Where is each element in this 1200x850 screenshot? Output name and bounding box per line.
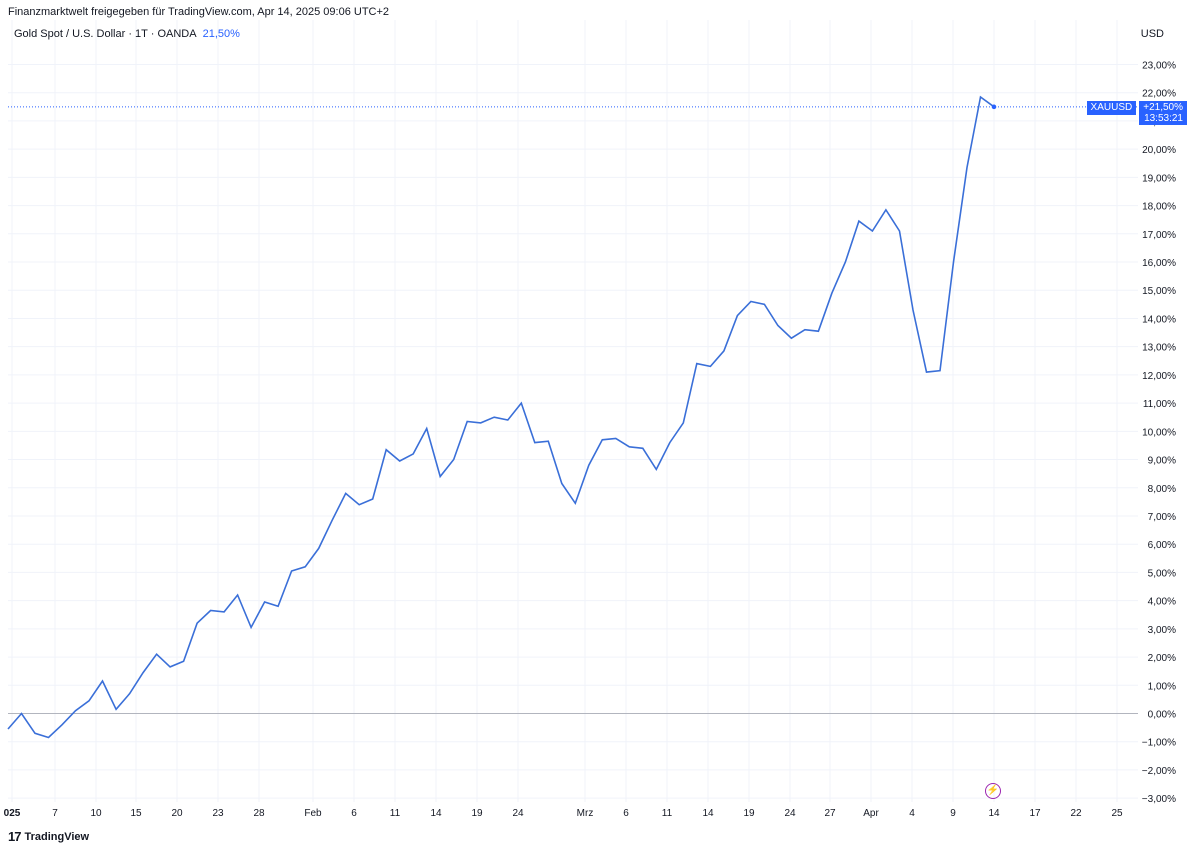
x-tick-label: Mrz xyxy=(577,808,594,819)
y-tick-label: −3,00% xyxy=(1142,794,1176,805)
x-tick-label: 20 xyxy=(171,808,183,819)
x-tick-label: 19 xyxy=(471,808,483,819)
x-tick-label: 15 xyxy=(130,808,142,819)
x-tick-label: 23 xyxy=(212,808,224,819)
x-tick-label: 10 xyxy=(90,808,102,819)
x-tick-label: 17 xyxy=(1029,808,1041,819)
x-tick-label: 28 xyxy=(253,808,265,819)
price-tag: XAUUSD +21,50% 13:53:21 xyxy=(1086,101,1187,125)
y-tick-label: 23,00% xyxy=(1142,61,1176,72)
y-tick-label: 22,00% xyxy=(1142,89,1176,100)
series-line-xauusd xyxy=(7,95,995,739)
y-tick-label: 4,00% xyxy=(1148,597,1176,608)
y-tick-label: 18,00% xyxy=(1142,202,1176,213)
x-tick-label: 4 xyxy=(909,808,915,819)
x-tick-label: Feb xyxy=(304,808,322,819)
price-tag-countdown: 13:53:21 xyxy=(1144,113,1183,124)
x-tick-label: 14 xyxy=(702,808,714,819)
event-lightning-icon[interactable]: ⚡ xyxy=(985,783,1001,799)
symbol-legend[interactable]: Gold Spot / U.S. Dollar · 1T · OANDA 21,5… xyxy=(14,28,240,40)
x-axis: 025 7 10 15 20 23 28 Feb 6 11 14 19 24 Mrz 6 11 14 19 24 27… xyxy=(4,808,1123,819)
y-tick-label: 6,00% xyxy=(1148,540,1176,551)
x-tick-label: 27 xyxy=(824,808,836,819)
x-tick-label: 11 xyxy=(662,808,673,819)
y-tick-label: 19,00% xyxy=(1142,173,1176,184)
y-tick-label: 9,00% xyxy=(1148,456,1176,467)
y-tick-label: 7,00% xyxy=(1148,512,1176,523)
tradingview-brand-label: TradingView xyxy=(24,830,90,843)
x-tick-label: Apr xyxy=(863,808,879,819)
x-tick-label: 25 xyxy=(1111,808,1123,819)
x-tick-label: 24 xyxy=(512,808,524,819)
attribution-note: Finanzmarktwelt freigegeben für TradingV… xyxy=(8,6,390,18)
y-tick-label: 12,00% xyxy=(1142,371,1176,382)
change-percent: 21,50% xyxy=(202,28,240,40)
tradingview-logo-icon: 17 xyxy=(8,829,22,844)
y-tick-label: 20,00% xyxy=(1142,145,1176,156)
tradingview-branding[interactable]: 17 TradingView xyxy=(8,829,89,844)
y-axis: 23,00%22,00%21,00%20,00%19,00%18,00%17,0… xyxy=(1142,61,1176,806)
x-tick-label: 19 xyxy=(743,808,755,819)
y-tick-label: 17,00% xyxy=(1142,230,1176,241)
symbol-title: Gold Spot / U.S. Dollar · 1T · OANDA xyxy=(14,28,197,40)
x-tick-label: 025 xyxy=(4,808,21,819)
last-point-marker xyxy=(991,104,997,110)
y-tick-label: 10,00% xyxy=(1142,427,1176,438)
y-tick-label: −2,00% xyxy=(1142,766,1176,777)
y-tick-label: 2,00% xyxy=(1148,653,1176,664)
y-tick-label: 3,00% xyxy=(1148,625,1176,636)
y-tick-label: 5,00% xyxy=(1148,568,1176,579)
x-tick-label: 6 xyxy=(623,808,629,819)
price-tag-percent: +21,50% xyxy=(1143,102,1183,113)
y-tick-label: 15,00% xyxy=(1142,286,1176,297)
x-tick-label: 14 xyxy=(988,808,1000,819)
x-tick-label: 22 xyxy=(1070,808,1082,819)
x-tick-label: 7 xyxy=(52,808,58,819)
x-tick-label: 6 xyxy=(351,808,357,819)
y-tick-label: 11,00% xyxy=(1143,399,1176,410)
y-tick-label: 8,00% xyxy=(1148,484,1176,495)
x-tick-label: 11 xyxy=(390,808,401,819)
price-tag-value: +21,50% 13:53:21 xyxy=(1139,101,1187,125)
y-tick-label: 16,00% xyxy=(1142,258,1176,269)
chart-grid xyxy=(8,20,1138,802)
x-tick-label: 24 xyxy=(784,808,796,819)
y-tick-label: 0,00% xyxy=(1148,710,1176,721)
y-tick-label: −1,00% xyxy=(1142,738,1176,749)
currency-label[interactable]: USD xyxy=(1140,28,1164,40)
y-tick-label: 13,00% xyxy=(1142,343,1176,354)
y-tick-label: 14,00% xyxy=(1142,314,1176,325)
x-tick-label: 14 xyxy=(430,808,442,819)
x-tick-label: 9 xyxy=(950,808,956,819)
y-tick-label: 1,00% xyxy=(1148,681,1176,692)
price-tag-symbol: XAUUSD xyxy=(1086,101,1137,115)
